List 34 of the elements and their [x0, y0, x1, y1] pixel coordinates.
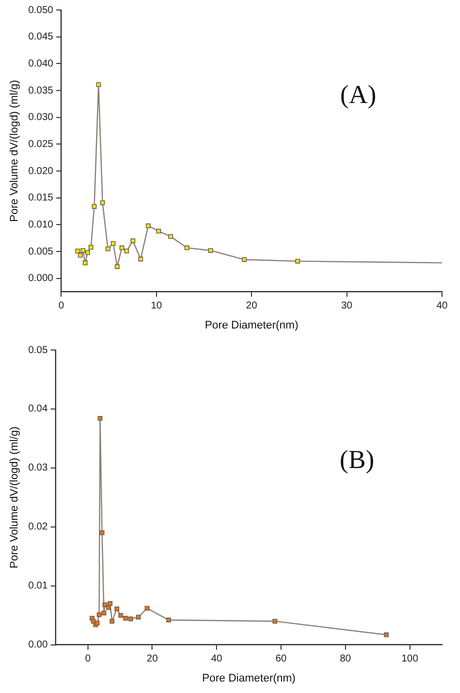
y-tick-label: 0.050 — [28, 4, 54, 16]
x-tick-label: 40 — [211, 654, 223, 665]
y-tick-label: 0.005 — [28, 246, 54, 258]
y-tick-label: 0.025 — [28, 138, 54, 150]
y-tick-label: 0.015 — [28, 192, 54, 204]
x-tick-label: 100 — [401, 654, 419, 665]
x-tick-label: 20 — [246, 300, 258, 312]
y-tick-label: 0.045 — [28, 32, 54, 43]
x-tick-label: 30 — [341, 300, 353, 312]
x-axis-title: Pore Diameter(nm) — [204, 319, 298, 332]
x-tick-label: 60 — [275, 654, 288, 665]
y-tick-label: 0.02 — [28, 522, 48, 533]
y-tick-label: 0.05 — [28, 344, 48, 356]
y-tick-label: 0.040 — [28, 58, 54, 70]
y-tick-label: 0.035 — [28, 85, 54, 96]
y-tick-label: 0.000 — [28, 273, 54, 284]
x-tick-label: 10 — [150, 300, 162, 312]
y-tick-label: 0.030 — [28, 112, 54, 124]
x-tick-label: 80 — [340, 654, 352, 665]
y-axis-title: Pore Volume dV/(logd) (ml/g) — [8, 426, 21, 568]
x-tick-label: 40 — [436, 300, 448, 312]
annotation: (A) — [340, 80, 376, 109]
x-tick-label: 0 — [85, 654, 92, 665]
x-tick-label: 0 — [58, 300, 64, 312]
y-tick-label: 0.020 — [28, 166, 54, 177]
y-tick-label: 0.01 — [28, 580, 48, 592]
x-axis-title: Pore Diameter(nm) — [202, 672, 296, 684]
y-tick-label: 0.03 — [28, 462, 48, 474]
annotation: (B) — [340, 444, 374, 474]
y-tick-label: 0.04 — [28, 404, 48, 415]
y-axis-title: Pore Volume dV/(logd) (ml/g) — [8, 80, 21, 222]
y-tick-label: 0.00 — [28, 640, 48, 651]
y-tick-label: 0.010 — [28, 219, 54, 230]
x-tick-label: 20 — [146, 654, 158, 665]
